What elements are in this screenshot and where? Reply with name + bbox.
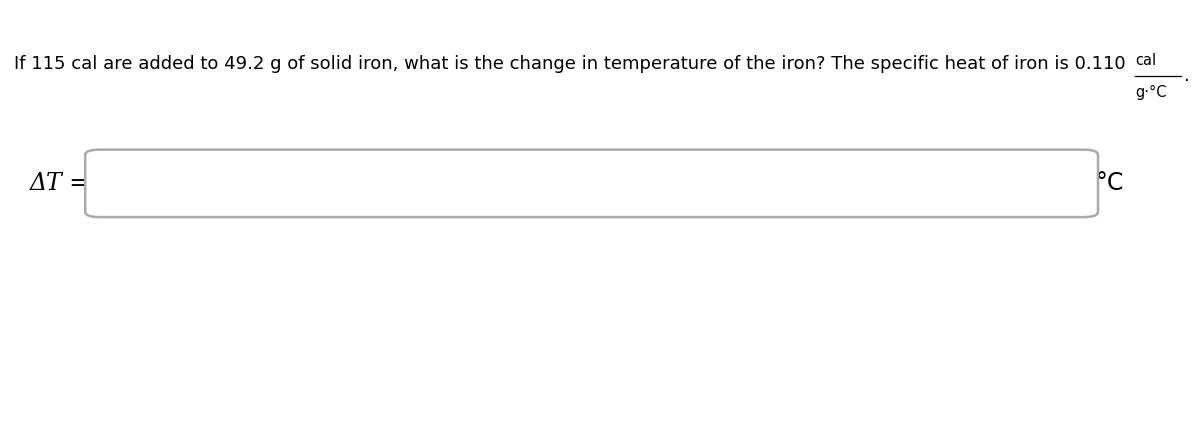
Text: If 115 cal are added to 49.2 g of solid iron, what is the change in temperature : If 115 cal are added to 49.2 g of solid … <box>14 55 1132 73</box>
Text: °C: °C <box>1096 171 1124 195</box>
Text: ΔT =: ΔT = <box>30 172 90 195</box>
Text: g·°C: g·°C <box>1135 85 1166 100</box>
Text: .: . <box>1183 67 1189 85</box>
Text: cal: cal <box>1135 53 1157 68</box>
